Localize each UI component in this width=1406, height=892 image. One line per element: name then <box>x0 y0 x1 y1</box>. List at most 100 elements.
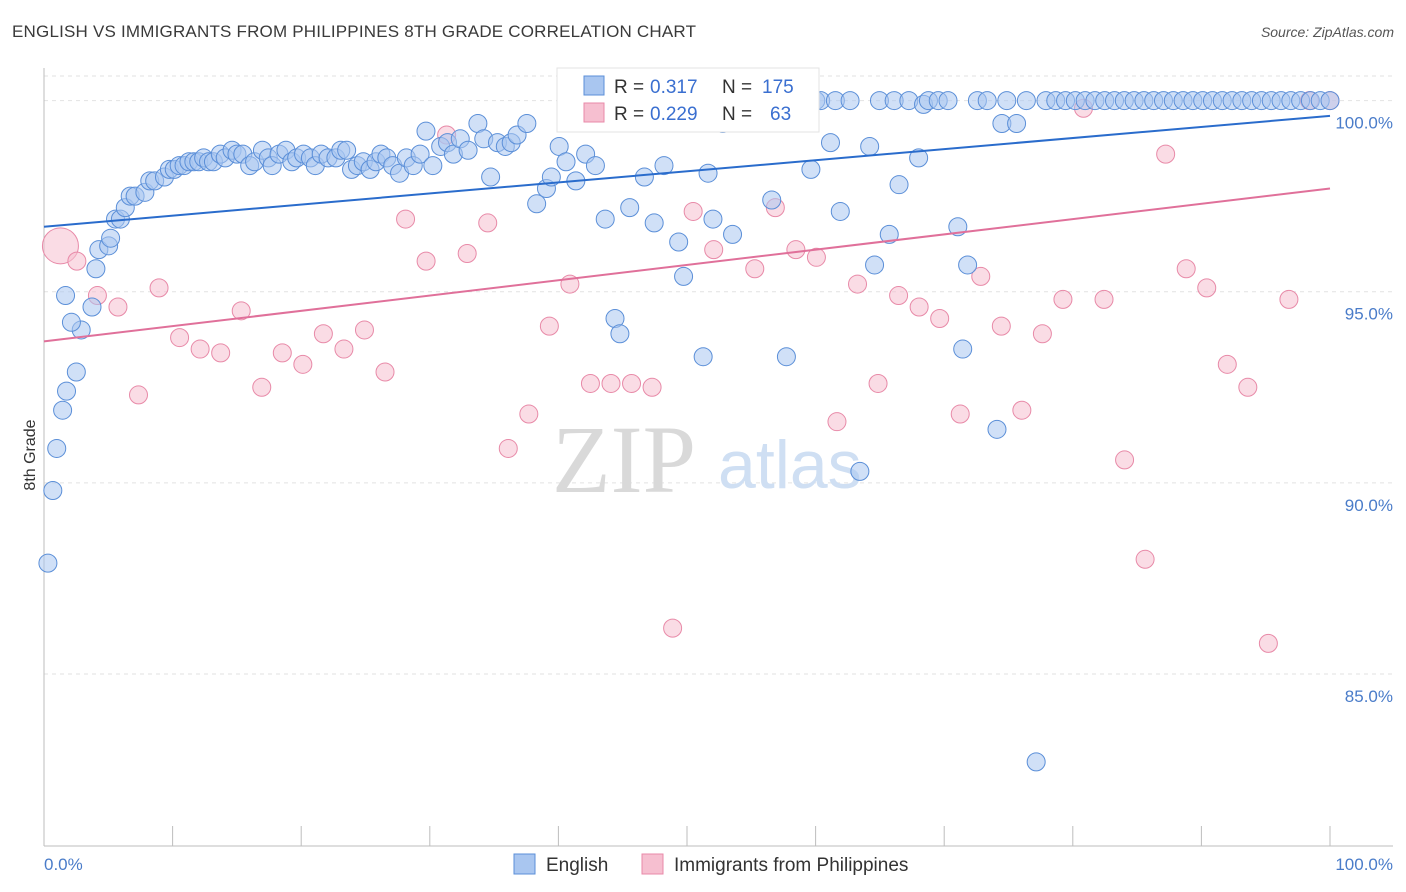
philippines-point <box>1156 144 1176 164</box>
philippines-point <box>149 278 169 298</box>
philippines-point <box>416 251 436 271</box>
legend-n-value: 175 <box>762 77 794 98</box>
english-point <box>840 91 860 111</box>
bottom-legend-english: English <box>546 855 608 876</box>
english-point <box>938 91 958 111</box>
philippines-point <box>334 339 354 359</box>
axes <box>43 68 1393 847</box>
philippines-point <box>190 339 210 359</box>
philippines-point <box>806 247 826 267</box>
english-point <box>879 224 899 244</box>
legend-swatch-philippines <box>583 102 605 123</box>
english-point <box>458 140 478 160</box>
english-point <box>595 209 615 229</box>
philippines-point <box>971 266 991 286</box>
english-point <box>1026 752 1046 772</box>
philippines-point <box>252 377 272 397</box>
english-point <box>723 224 743 244</box>
english-point <box>61 312 81 332</box>
philippines-point <box>991 316 1011 336</box>
philippines-point <box>498 438 518 458</box>
philippines-point <box>642 377 662 397</box>
y-tick-label: 95.0% <box>1345 305 1393 324</box>
english-point <box>481 167 501 187</box>
philippines-point <box>580 373 600 393</box>
legend-r-label: R = <box>614 104 644 125</box>
philippines-point <box>478 213 498 233</box>
philippines-point <box>170 328 190 348</box>
philippines-point <box>1053 289 1073 309</box>
english-point <box>585 156 605 176</box>
philippines-point <box>1115 450 1135 470</box>
english-point <box>698 163 718 183</box>
philippines-point <box>1012 400 1032 420</box>
english-point <box>889 175 909 195</box>
english-point <box>644 213 664 233</box>
english-point <box>57 381 77 401</box>
philippines-point <box>601 373 621 393</box>
english-point <box>987 419 1007 439</box>
trend-lines <box>43 114 1331 343</box>
english-point <box>56 286 76 306</box>
english-point <box>82 297 102 317</box>
bottom-legend-swatch-english <box>513 853 536 875</box>
english-point <box>1016 91 1036 111</box>
philippines-point <box>108 297 128 317</box>
y-tick-label: 90.0% <box>1345 496 1393 515</box>
y-tick-label: 85.0% <box>1345 687 1393 706</box>
english-point <box>337 140 357 160</box>
english-point <box>820 133 840 153</box>
philippines-point <box>868 373 888 393</box>
source-credit: Source: ZipAtlas.com <box>1260 24 1394 40</box>
philippines-point <box>786 240 806 260</box>
philippines-point <box>457 243 477 263</box>
english-point <box>610 324 630 344</box>
chart-title: ENGLISH VS IMMIGRANTS FROM PHILIPPINES 8… <box>12 22 697 41</box>
philippines-point <box>745 259 765 279</box>
philippines-point <box>1094 289 1114 309</box>
english-point <box>674 266 694 286</box>
y-axis-label: 8th Grade <box>22 419 39 490</box>
english-point <box>860 136 880 156</box>
english-point <box>850 461 870 481</box>
english-point <box>410 144 430 164</box>
bottom-legend-philippines: Immigrants from Philippines <box>674 855 908 876</box>
english-point <box>958 255 978 275</box>
english-point <box>423 156 443 176</box>
english-point <box>634 167 654 187</box>
philippines-point <box>272 343 292 363</box>
philippines-point <box>930 308 950 328</box>
english-point <box>38 553 58 573</box>
y-tick-label: 100.0% <box>1335 114 1393 133</box>
series-legend: English Immigrants from Philippines <box>513 853 908 876</box>
english-point <box>43 480 63 500</box>
watermark-atlas: atlas <box>718 427 862 503</box>
english-point <box>47 438 67 458</box>
x-tick-label-min: 0.0% <box>44 855 83 874</box>
english-point <box>527 194 547 214</box>
philippines-point <box>1238 377 1258 397</box>
english-point <box>830 201 850 221</box>
philippines-point <box>41 227 79 265</box>
philippines-point <box>1176 259 1196 279</box>
legend-n-label: N = <box>722 104 752 125</box>
philippines-point <box>396 209 416 229</box>
x-tick-label-max: 100.0% <box>1335 855 1393 874</box>
philippines-point <box>67 251 87 271</box>
legend-r-value: 0.229 <box>650 104 698 125</box>
english-trend-line <box>43 114 1331 228</box>
english-point <box>1007 114 1027 134</box>
english-point <box>997 91 1017 111</box>
english-point <box>669 232 689 252</box>
legend-r-label: R = <box>614 77 644 98</box>
philippines-point <box>704 240 724 260</box>
bottom-legend-swatch-philippines <box>641 853 664 875</box>
english-point <box>865 255 885 275</box>
philippines-point <box>313 324 333 344</box>
philippines-point <box>909 297 929 317</box>
english-point <box>620 198 640 218</box>
english-point <box>703 209 723 229</box>
english-point <box>1320 91 1340 111</box>
philippines-point <box>211 343 231 363</box>
